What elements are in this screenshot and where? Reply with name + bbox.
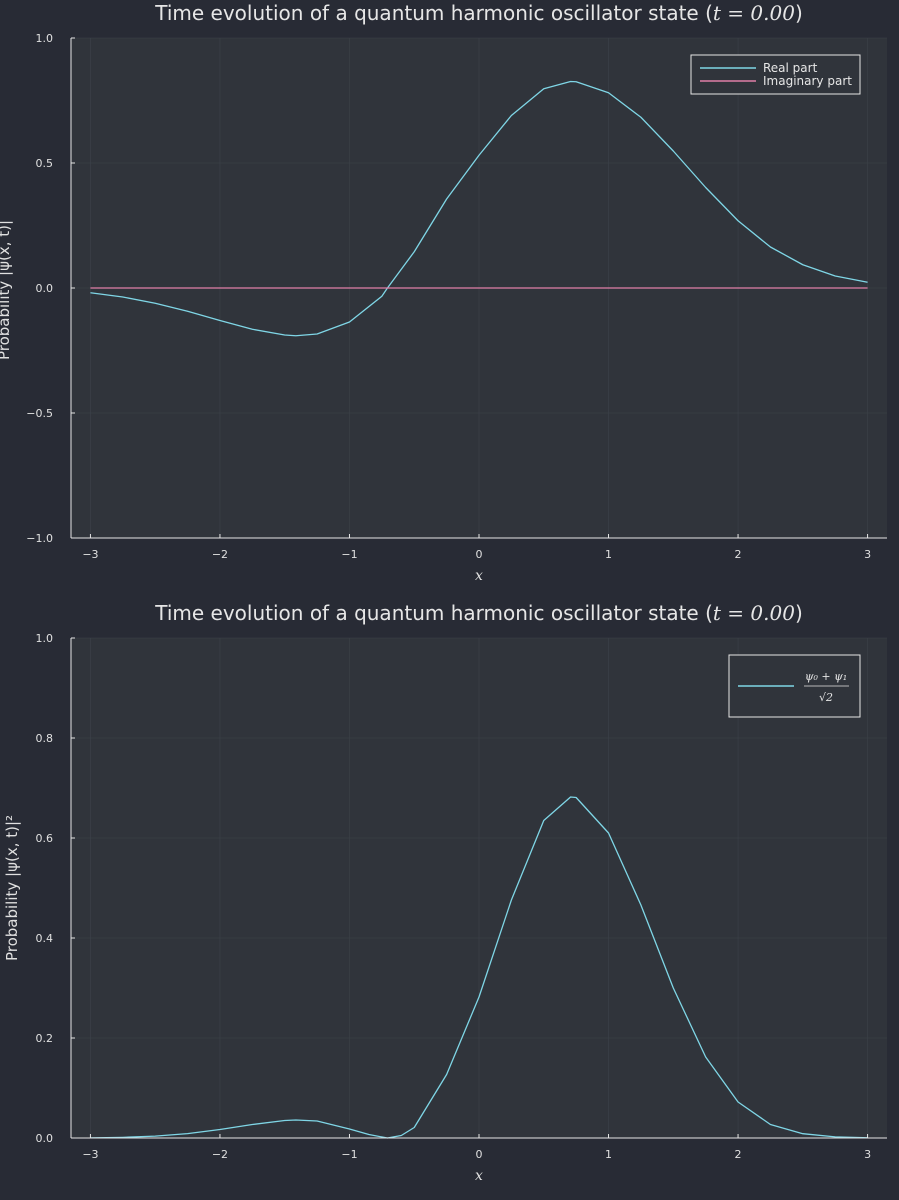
x-axis-label: x: [475, 568, 483, 584]
chart-title: Time evolution of a quantum harmonic osc…: [154, 1, 803, 25]
x-tick-label: 2: [735, 548, 742, 561]
y-axis-label: Probability |ψ(x, t)|²: [3, 815, 21, 961]
x-tick-label: 3: [864, 548, 871, 561]
axes: −3 −2 −1 0 1 2 3 0.0 0.2 0.4 0.6 0.8 1.0: [36, 632, 887, 1161]
x-axis-label: x: [475, 1168, 483, 1184]
y-tick-label: 0.4: [36, 932, 54, 945]
series-group: [90, 80, 868, 337]
y-tick-label: 0.8: [36, 732, 54, 745]
legend: ψ₀ + ψ₁ √2: [728, 654, 861, 718]
legend: Real part Imaginary part: [690, 54, 861, 95]
x-tick-label: −3: [82, 1148, 98, 1161]
legend-label-numerator: ψ₀ + ψ₁: [805, 670, 847, 683]
x-tick-label: 0: [476, 1148, 483, 1161]
y-tick-label: 0.2: [36, 1032, 54, 1045]
x-tick-label: 0: [476, 548, 483, 561]
x-tick-label: −2: [212, 548, 228, 561]
series-line: [90, 796, 868, 1139]
x-tick-label: −1: [341, 1148, 357, 1161]
y-axis-label: Probability |ψ(x, t)|: [0, 220, 13, 360]
y-tick-label: 1.0: [36, 632, 54, 645]
x-tick-label: −3: [82, 548, 98, 561]
x-tick-label: −1: [341, 548, 357, 561]
legend-label-denominator: √2: [819, 691, 833, 704]
y-tick-label: 0.6: [36, 832, 54, 845]
series-group: [90, 796, 868, 1139]
axes: −3 −2 −1 0 1 2 3 −1.0 −0.5 0.0 0.5 1.0: [26, 32, 887, 561]
legend-label-imaginary: Imaginary part: [763, 74, 852, 88]
x-tick-label: 2: [735, 1148, 742, 1161]
x-tick-label: 1: [605, 548, 612, 561]
gridlines: [71, 637, 887, 1139]
chart-title: Time evolution of a quantum harmonic osc…: [154, 601, 803, 625]
y-tick-label: −0.5: [26, 407, 53, 420]
y-tick-label: −1.0: [26, 532, 53, 545]
legend-label-real: Real part: [763, 61, 818, 75]
series-line: [90, 80, 868, 337]
x-tick-label: −2: [212, 1148, 228, 1161]
y-tick-label: 0.0: [36, 1132, 54, 1145]
y-tick-label: 0.5: [36, 157, 54, 170]
y-tick-label: 0.0: [36, 282, 54, 295]
legend-box: [690, 54, 861, 95]
chart-panel-real-imaginary: −3 −2 −1 0 1 2 3 −1.0 −0.5 0.0 0.5 1.0 Time evoluti…: [0, 1, 887, 584]
x-tick-label: 1: [605, 1148, 612, 1161]
chart-panel-probability: −3 −2 −1 0 1 2 3 0.0 0.2 0.4 0.6 0.8 1.0 Time evolut…: [3, 601, 887, 1184]
y-tick-label: 1.0: [36, 32, 54, 45]
x-tick-label: 3: [864, 1148, 871, 1161]
